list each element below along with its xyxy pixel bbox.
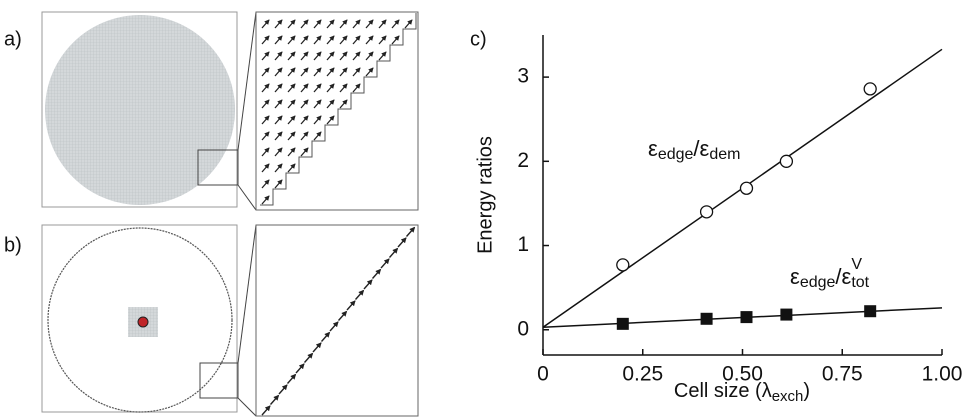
- annotation: εedge/εdem: [648, 136, 740, 163]
- point: [740, 311, 752, 323]
- disk: [45, 15, 235, 205]
- point: [780, 155, 792, 167]
- vortex-core: [138, 317, 148, 327]
- y-tick-label: 1: [517, 233, 529, 256]
- annotation-sub: dem: [709, 146, 740, 163]
- point: [740, 182, 752, 194]
- chart: 00.250.500.751.000123Cell size (λexch)En…: [474, 35, 962, 405]
- panel-label: a): [4, 28, 22, 50]
- zoom-box: [200, 363, 238, 398]
- annotation-sub: tot: [851, 274, 869, 291]
- x-axis-label-text: Cell size (λ: [674, 380, 772, 402]
- annotation-sub: edge: [800, 274, 836, 291]
- annotation-part: /ε: [693, 136, 709, 161]
- figure: a) b) c) 00.250.500.751.000123Cell size …: [0, 0, 972, 420]
- x-tick-label: 0.75: [822, 363, 863, 386]
- x-axis-label-end: ): [803, 380, 810, 402]
- annotation: εedge/εtotV: [790, 256, 870, 291]
- annotation-part: ε: [790, 264, 800, 289]
- y-tick-label: 3: [517, 65, 529, 88]
- annotation-part: ε: [648, 136, 658, 161]
- y-axis-label: Energy ratios: [474, 136, 496, 254]
- point: [701, 206, 713, 218]
- x-axis-label-sub: exch: [772, 388, 804, 405]
- x-tick-label: 0.25: [622, 363, 663, 386]
- x-axis-label: Cell size (λexch): [674, 380, 810, 405]
- zoom-line: [238, 12, 256, 150]
- point: [780, 309, 792, 321]
- y-tick-label: 2: [517, 149, 529, 172]
- annotation-sub: edge: [658, 146, 694, 163]
- x-tick-label: 0: [537, 363, 549, 386]
- point: [864, 83, 876, 95]
- panel-label: c): [470, 28, 487, 50]
- y-tick-label: 0: [517, 317, 529, 340]
- point: [617, 259, 629, 271]
- annotation-sup: V: [851, 256, 862, 273]
- point: [701, 313, 713, 325]
- annotation-part: /ε: [835, 264, 851, 289]
- point: [864, 305, 876, 317]
- point: [617, 318, 629, 330]
- zoom-line: [238, 225, 256, 363]
- zoom-line: [238, 398, 256, 416]
- x-tick-label: 1.00: [922, 363, 963, 386]
- panel-label: b): [4, 234, 22, 256]
- zoom-line: [238, 185, 256, 210]
